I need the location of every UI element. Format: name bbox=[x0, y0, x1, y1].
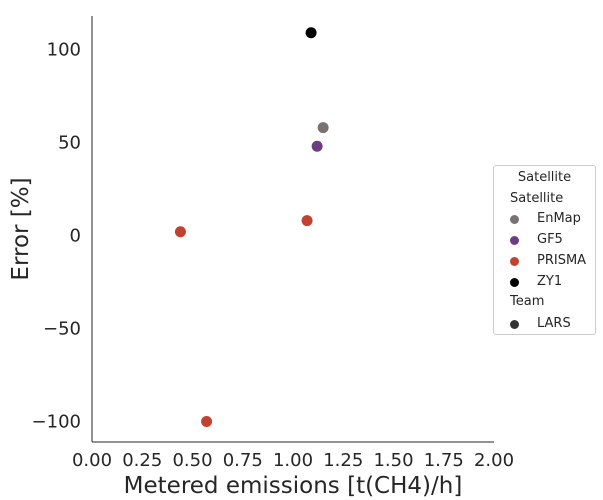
x-tick-label: 0.50 bbox=[172, 450, 212, 471]
y-tick-label: −100 bbox=[32, 412, 81, 433]
legend-item-enmap: EnMap bbox=[510, 211, 594, 227]
data-point-gf5 bbox=[311, 140, 323, 152]
legend-label: ZY1 bbox=[537, 274, 563, 289]
data-point-zy1 bbox=[305, 27, 317, 39]
x-tick-labels: 0.00 0.25 0.50 0.75 1.00 1.25 1.50 1.75 2.00 bbox=[72, 450, 514, 471]
x-axis-label: Metered emissions [t(CH4)/h] bbox=[124, 473, 463, 499]
legend-marker bbox=[510, 278, 519, 287]
data-point-enmap bbox=[317, 122, 329, 134]
x-tick-label: 1.25 bbox=[323, 450, 363, 471]
legend-marker bbox=[510, 236, 519, 245]
data-point-prisma bbox=[201, 416, 213, 428]
data-points bbox=[174, 27, 329, 428]
legend-label: GF5 bbox=[537, 232, 563, 247]
legend-marker bbox=[510, 320, 519, 329]
x-tick-label: 1.75 bbox=[424, 450, 464, 471]
data-point-prisma bbox=[301, 215, 313, 227]
axes bbox=[91, 16, 494, 443]
legend-item-lars: LARS bbox=[510, 316, 594, 332]
legend-marker bbox=[510, 215, 519, 224]
x-tick-label: 0.75 bbox=[223, 450, 263, 471]
legend-item-zy1: ZY1 bbox=[510, 274, 594, 290]
x-tick-label: 2.00 bbox=[474, 450, 514, 471]
legend-marker bbox=[510, 257, 519, 266]
legend-label: EnMap bbox=[537, 211, 581, 226]
y-axis-label: Error [%] bbox=[8, 177, 34, 280]
legend-label: LARS bbox=[537, 316, 571, 331]
legend-section-heading: Satellite bbox=[510, 191, 564, 206]
x-tick-label: 0.25 bbox=[122, 450, 162, 471]
y-tick-labels: 100 50 0 −50 −100 bbox=[32, 39, 81, 432]
legend-item-gf5: GF5 bbox=[510, 232, 594, 248]
y-tick-label: 100 bbox=[47, 39, 81, 60]
x-tick-label: 1.50 bbox=[373, 450, 413, 471]
legend-title: Satellite bbox=[517, 170, 572, 185]
legend: Satellite Satellite EnMap GF5 PRISMA ZY1… bbox=[493, 165, 596, 335]
x-tick-label: 0.00 bbox=[72, 450, 112, 471]
y-tick-label: −50 bbox=[43, 319, 81, 340]
y-tick-label: 0 bbox=[70, 226, 81, 247]
data-point-prisma bbox=[174, 226, 186, 238]
y-tick-label: 50 bbox=[58, 132, 81, 153]
legend-label: PRISMA bbox=[537, 253, 587, 268]
legend-section-heading: Team bbox=[510, 294, 545, 309]
legend-item-prisma: PRISMA bbox=[510, 253, 594, 269]
x-tick-label: 1.00 bbox=[273, 450, 313, 471]
